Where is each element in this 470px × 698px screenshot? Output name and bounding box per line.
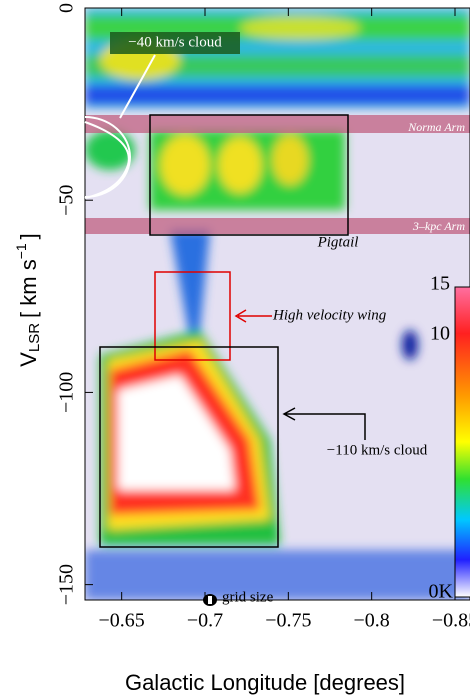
y-tick-label: −150 (56, 564, 78, 605)
y-label-part: [ km s (16, 259, 41, 318)
y-tick-label: −100 (56, 372, 78, 413)
y-tick-label: −50 (56, 185, 78, 216)
x-tick-label: −0.85 (432, 610, 470, 632)
colorbar-label: 0K (429, 581, 454, 603)
grid-size-cell (208, 596, 212, 604)
x-tick-label: −0.8 (354, 610, 390, 632)
x-tick-label: −0.65 (99, 610, 145, 632)
x-tick-label: −0.7 (187, 610, 223, 632)
annotation: grid size (222, 589, 274, 605)
annotation: −110 km/s cloud (327, 442, 428, 458)
y-tick-label: 0 (56, 3, 78, 13)
page: {"chart_data": {"type": "heatmap", "xlab… (0, 0, 470, 698)
annotation: 3–kpc Arm (412, 219, 465, 233)
annotation: Norma Arm (407, 120, 465, 134)
y-label-part: −1 (13, 243, 29, 259)
x-axis-label: Galactic Longitude [degrees] (125, 670, 405, 695)
colorbar-label: 10 (430, 323, 450, 345)
annotation: High velocity wing (272, 307, 387, 323)
y-label-part: V (16, 352, 41, 367)
annotation: Pigtail (317, 234, 359, 250)
colorbar (455, 287, 470, 597)
annotation: −40 km/s cloud (128, 34, 222, 50)
x-tick-label: −0.75 (265, 610, 311, 632)
y-axis-label: VLSR [ km s−1] (13, 233, 43, 367)
y-label-part: LSR (26, 323, 43, 352)
colorbar-label: 15 (430, 273, 450, 295)
chart: −40 km/s cloud Norma Arm 3–kpc Arm Pigta… (0, 0, 470, 698)
y-label-part: ] (16, 233, 41, 239)
